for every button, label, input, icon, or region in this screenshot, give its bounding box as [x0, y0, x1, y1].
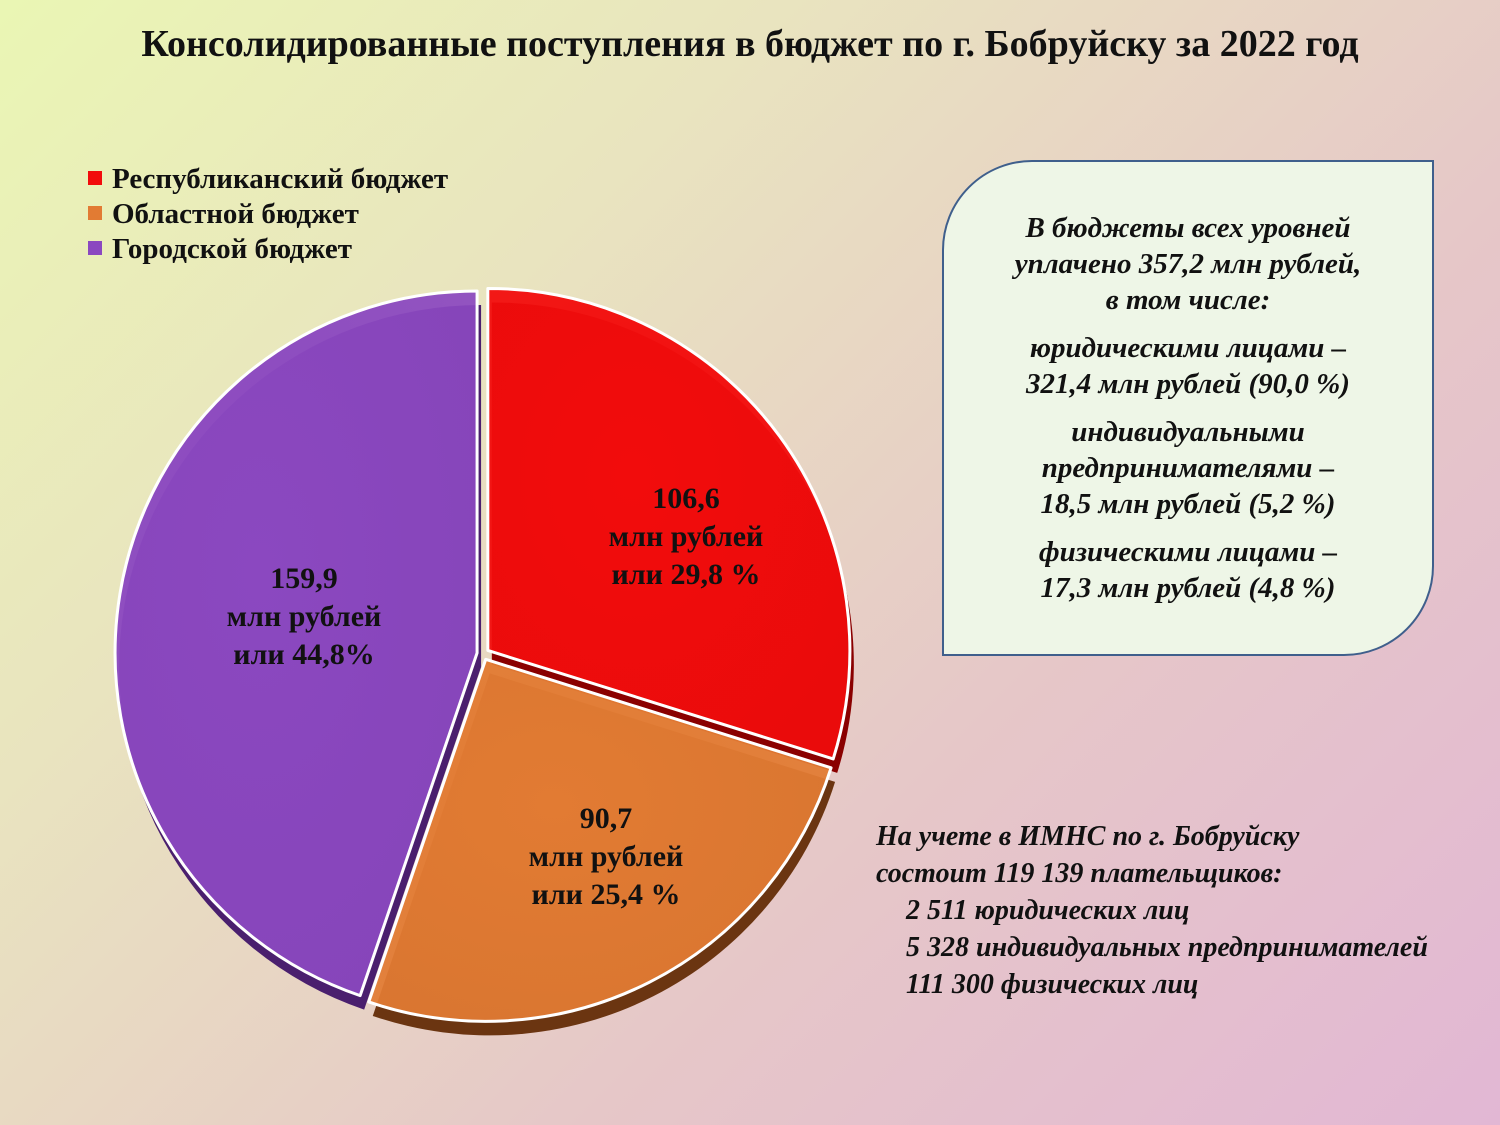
data-label-regional: 90,7 млн рублей или 25,4 %: [506, 800, 706, 914]
summary-item-line: индивидуальными: [1071, 416, 1305, 448]
pie-slice-regional: [367, 657, 833, 1023]
legend-swatch-city: [88, 241, 102, 255]
taxpayers-note: На учете в ИМНС по г. Бобруйску состоит …: [876, 818, 1428, 1003]
summary-item-line: предпринимателями –: [1041, 452, 1335, 484]
summary-intro-line: уплачено 357,2 млн рублей,: [1014, 248, 1362, 280]
summary-intro-line: в том числе:: [1105, 284, 1271, 316]
legend-label-regional: Областной бюджет: [112, 198, 359, 230]
summary-item-legal-entities: юридическими лицами – 321,4 млн рублей (…: [944, 330, 1432, 402]
legend-label-city: Городской бюджет: [112, 233, 352, 265]
summary-item-line: юридическими лицами –: [1029, 332, 1347, 364]
summary-intro-line: В бюджеты всех уровней: [1025, 212, 1351, 244]
data-label-republican-value: 106,6: [652, 482, 720, 515]
data-label-regional-percent: или 25,4 %: [531, 878, 681, 911]
summary-item-entrepreneurs: индивидуальными предпринимателями – 18,5…: [944, 414, 1432, 522]
summary-box: В бюджеты всех уровней уплачено 357,2 мл…: [942, 160, 1434, 656]
data-label-republican: 106,6 млн рублей или 29,8 %: [586, 480, 786, 594]
summary-intro: В бюджеты всех уровней уплачено 357,2 мл…: [944, 210, 1432, 318]
legend-item-republican: Республиканский бюджет: [88, 162, 448, 197]
data-label-regional-value: 90,7: [579, 802, 633, 835]
data-label-city-percent: или 44,8%: [233, 638, 375, 671]
legend-item-regional: Областной бюджет: [88, 197, 448, 232]
data-label-city-value: 159,9: [270, 562, 338, 595]
pie-slice-republican: [486, 286, 852, 761]
taxpayers-note-line: 5 328 индивидуальных предпринимателей: [906, 932, 1428, 963]
legend-item-city: Городской бюджет: [88, 232, 448, 267]
legend-swatch-regional: [88, 206, 102, 220]
summary-item-line: физическими лицами –: [1038, 536, 1338, 568]
data-label-republican-percent: или 29,8 %: [611, 558, 761, 591]
data-label-city-unit: млн рублей: [226, 600, 382, 633]
page-title: Консолидированные поступления в бюджет п…: [141, 23, 1359, 65]
chart-legend: Республиканский бюджет Областной бюджет …: [88, 162, 448, 267]
legend-label-republican: Республиканский бюджет: [112, 163, 449, 195]
summary-item-line: 321,4 млн рублей (90,0 %): [1026, 368, 1350, 400]
summary-item-line: 17,3 млн рублей (4,8 %): [1040, 572, 1336, 604]
taxpayers-note-line: На учете в ИМНС по г. Бобруйску: [876, 821, 1300, 852]
summary-item-line: 18,5 млн рублей (5,2 %): [1040, 488, 1336, 520]
legend-swatch-republican: [88, 171, 102, 185]
data-label-republican-unit: млн рублей: [608, 520, 764, 553]
taxpayers-note-line: состоит 119 139 плательщиков:: [876, 858, 1283, 889]
data-label-regional-unit: млн рублей: [528, 840, 684, 873]
taxpayers-note-line: 2 511 юридических лиц: [906, 895, 1190, 926]
taxpayers-note-line: 111 300 физических лиц: [906, 969, 1199, 1000]
pie-slice-city: [113, 289, 479, 998]
summary-item-individuals: физическими лицами – 17,3 млн рублей (4,…: [944, 534, 1432, 606]
data-label-city: 159,9 млн рублей или 44,8%: [204, 560, 404, 674]
